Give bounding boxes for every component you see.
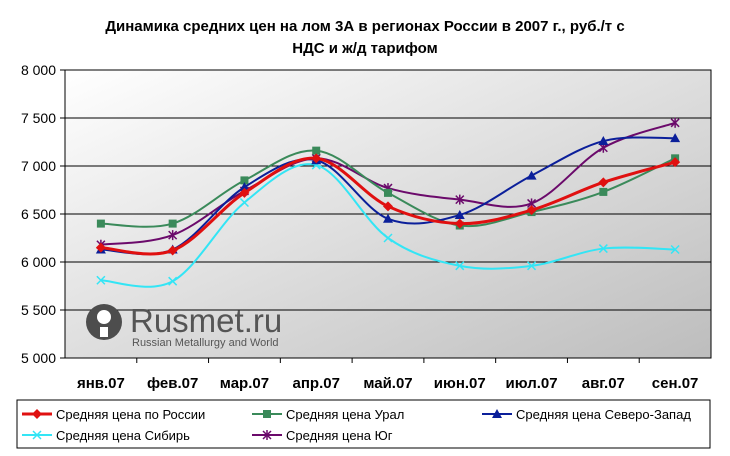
legend-label: Средняя цена Сибирь xyxy=(56,428,190,443)
watermark-brand: Rusmet.ru xyxy=(130,302,282,339)
x-tick-label: сен.07 xyxy=(652,375,699,392)
data-point xyxy=(383,233,393,243)
x-tick-label: июл.07 xyxy=(506,375,558,392)
data-point xyxy=(383,201,393,212)
data-point xyxy=(311,153,322,164)
data-point xyxy=(96,275,106,285)
data-point xyxy=(598,136,609,146)
data-point xyxy=(239,182,250,192)
data-point xyxy=(670,133,681,143)
x-tick-label: мар.07 xyxy=(220,375,269,392)
data-point xyxy=(168,276,178,286)
data-point xyxy=(670,244,680,255)
y-tick-label: 7 500 xyxy=(21,110,56,126)
legend-item-4: Средняя цена Юг xyxy=(252,428,393,443)
rusmet-watermark: Rusmet.ru Russian Metallurgy and World xyxy=(86,302,282,349)
data-point xyxy=(239,197,249,208)
x-tick-label: авг.07 xyxy=(582,375,625,392)
data-point xyxy=(454,218,465,229)
y-tick-label: 5 500 xyxy=(21,302,56,318)
legend-box xyxy=(16,399,711,449)
data-point xyxy=(168,230,178,241)
legend-item-3: Средняя цена Сибирь xyxy=(22,428,190,443)
legend-marker xyxy=(262,430,272,440)
x-axis-ticks: янв.07 фев.07 мар.07 апр.07 май.07 июн.07 июл.… xyxy=(77,358,698,392)
data-point xyxy=(598,177,609,188)
series-line xyxy=(100,136,676,256)
chart-title-line-2: НДС и ж/д тарифом xyxy=(292,40,437,57)
y-tick-label: 5 000 xyxy=(21,350,56,366)
legend-item-0: Средняя цена по России xyxy=(22,407,205,422)
series-line xyxy=(100,156,676,256)
series-lines xyxy=(95,117,681,288)
watermark-tagline: Russian Metallurgy and World xyxy=(132,337,279,349)
series-0 xyxy=(95,153,681,256)
gridlines xyxy=(65,117,711,311)
series-line xyxy=(100,163,676,288)
legend-item-2: Средняя цена Северо-Запад xyxy=(482,407,691,422)
data-point xyxy=(95,242,106,253)
data-point xyxy=(526,170,537,180)
data-point xyxy=(240,176,249,185)
data-point xyxy=(526,205,537,216)
y-tick-label: 7 000 xyxy=(21,158,56,174)
data-point xyxy=(455,261,465,271)
legend-item-1: Средняя цена Урал xyxy=(252,407,404,422)
legend-label: Средняя цена Северо-Запад xyxy=(516,407,691,422)
data-point xyxy=(670,117,680,128)
legend-label: Средняя цена Урал xyxy=(286,407,404,422)
legend-marker xyxy=(32,430,42,440)
data-point xyxy=(239,187,250,198)
x-tick-label: май.07 xyxy=(363,375,412,392)
legend-label: Средняя цена Юг xyxy=(286,428,393,443)
legend-marker xyxy=(263,410,271,418)
data-point xyxy=(670,157,681,168)
y-tick-label: 8 000 xyxy=(21,62,56,78)
data-point xyxy=(312,146,321,155)
data-point xyxy=(168,219,177,228)
series-3 xyxy=(96,160,680,288)
y-tick-label: 6 000 xyxy=(21,254,56,270)
data-point xyxy=(383,213,393,223)
chart-title-line-1: Динамика средних цен на лом 3А в региона… xyxy=(105,18,624,35)
x-tick-label: апр.07 xyxy=(293,375,340,392)
data-point xyxy=(96,219,105,228)
legend-marker xyxy=(492,409,502,418)
legend-marker xyxy=(32,409,42,419)
x-tick-label: янв.07 xyxy=(77,375,125,392)
data-point xyxy=(455,194,465,205)
data-point xyxy=(384,188,392,197)
data-point xyxy=(598,244,608,254)
series-2 xyxy=(95,133,681,256)
y-axis-ticks: 5 000 5 500 6 000 6 500 7 000 7 500 8 000 xyxy=(21,62,65,366)
x-tick-label: июн.07 xyxy=(434,375,486,392)
legend-label: Средняя цена по России xyxy=(56,407,205,422)
data-point xyxy=(527,261,537,271)
data-point xyxy=(599,187,608,196)
legend: Средняя цена по России Средняя цена Урал С… xyxy=(22,407,691,443)
rusmet-logo-icon xyxy=(86,304,122,340)
data-point xyxy=(167,245,178,256)
x-tick-label: фев.07 xyxy=(147,375,198,392)
y-tick-label: 6 500 xyxy=(21,206,56,222)
data-point xyxy=(454,209,465,219)
